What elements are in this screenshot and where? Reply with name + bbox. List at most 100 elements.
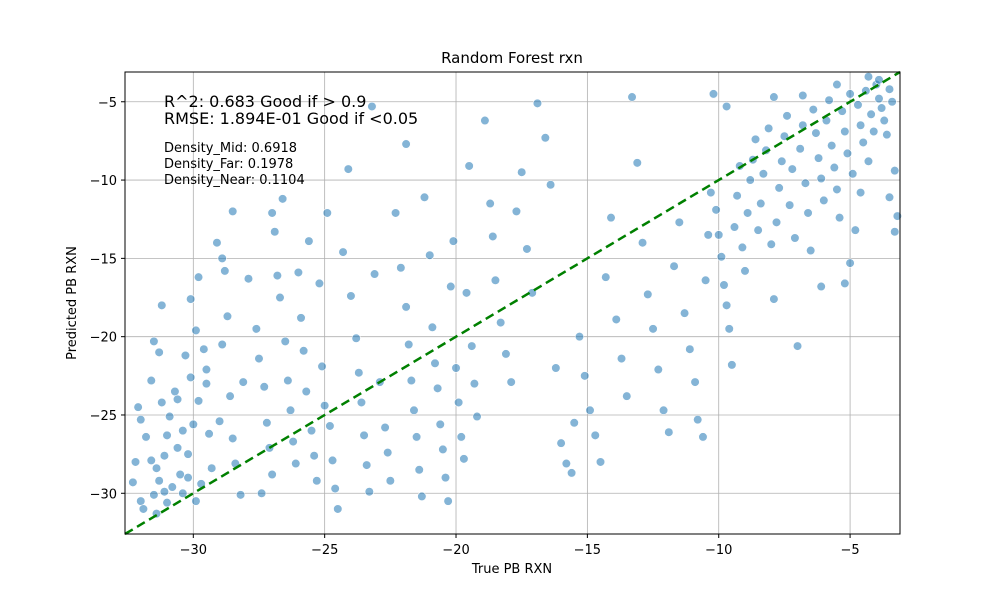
data-point	[545, 180, 556, 190]
data-point	[299, 346, 309, 356]
data-point	[461, 288, 472, 298]
data-point	[217, 253, 227, 263]
data-point	[220, 266, 230, 276]
data-point	[406, 375, 416, 386]
data-point	[884, 84, 895, 94]
data-point	[832, 79, 842, 90]
data-point	[356, 397, 367, 408]
data-point	[243, 274, 254, 284]
data-point	[459, 454, 469, 464]
data-point	[750, 134, 761, 144]
data-point	[863, 72, 874, 82]
data-point	[157, 300, 167, 310]
data-point	[845, 89, 855, 99]
data-point	[698, 432, 708, 442]
grid-lines	[125, 72, 900, 534]
data-point	[157, 397, 167, 408]
data-point	[496, 317, 506, 328]
data-point	[136, 415, 146, 425]
data-point	[201, 379, 212, 389]
data-point	[685, 344, 695, 354]
data-point	[433, 383, 443, 393]
data-point	[790, 233, 800, 243]
data-point	[756, 198, 766, 209]
data-point	[317, 361, 327, 372]
data-point	[882, 130, 892, 140]
data-point	[848, 169, 858, 179]
data-point	[884, 192, 895, 202]
data-point	[729, 222, 740, 232]
data-point	[782, 111, 792, 121]
data-point	[467, 341, 477, 351]
data-point	[183, 449, 193, 459]
data-point	[706, 187, 716, 198]
data-point	[162, 498, 172, 508]
data-point	[312, 476, 322, 486]
data-point	[869, 126, 879, 137]
data-point	[845, 258, 855, 268]
data-point	[551, 363, 561, 373]
data-point	[485, 198, 495, 209]
data-point	[816, 173, 826, 184]
data-point	[469, 379, 480, 389]
data-point	[842, 148, 853, 159]
data-point	[877, 103, 887, 113]
data-point	[214, 416, 225, 426]
data-point	[819, 195, 829, 206]
data-point	[149, 490, 159, 500]
data-point	[172, 394, 183, 404]
data-point	[186, 372, 196, 382]
x-tick-label: −25	[311, 543, 338, 558]
x-axis-ticks: −30 −25 −20 −15 −10 −5	[180, 534, 860, 558]
data-point	[840, 126, 850, 137]
data-point	[764, 123, 774, 133]
data-point	[616, 353, 627, 364]
data-point	[824, 95, 834, 105]
data-point	[540, 133, 550, 143]
data-point	[154, 476, 164, 486]
data-point	[257, 488, 267, 498]
data-point	[743, 208, 753, 218]
data-point	[795, 144, 805, 154]
data-point	[879, 115, 889, 126]
data-point	[827, 141, 837, 151]
data-point	[314, 278, 325, 289]
data-point	[183, 473, 193, 483]
density-mid-annotation: Density_Mid: 0.6918	[164, 141, 297, 156]
x-tick-label: −30	[180, 543, 207, 558]
data-point	[771, 217, 782, 227]
data-point	[359, 430, 369, 440]
data-point	[383, 447, 393, 458]
density-near-annotation: Density_Near: 0.1104	[164, 173, 305, 188]
data-point	[149, 336, 159, 346]
data-point	[396, 263, 406, 273]
data-point	[517, 167, 527, 177]
scatter-points	[128, 72, 902, 519]
data-point	[595, 457, 606, 467]
data-point	[567, 468, 577, 478]
data-point	[325, 421, 335, 431]
data-point	[225, 391, 235, 401]
y-tick-label: −25	[90, 409, 117, 424]
data-point	[165, 411, 175, 422]
data-point	[280, 336, 290, 346]
data-point	[362, 460, 372, 470]
data-point	[446, 281, 456, 292]
y-tick-label: −5	[98, 96, 117, 111]
data-point	[488, 231, 498, 242]
data-point	[506, 377, 516, 387]
data-point	[412, 432, 422, 442]
data-point	[774, 183, 784, 193]
y-tick-label: −15	[90, 252, 117, 267]
data-point	[193, 272, 204, 282]
data-point	[427, 322, 437, 332]
data-point	[637, 238, 648, 248]
data-point	[606, 213, 616, 223]
data-point	[464, 161, 474, 171]
data-point	[722, 300, 732, 310]
data-point	[690, 377, 700, 387]
data-point	[834, 213, 845, 223]
data-point	[808, 104, 818, 115]
data-point	[811, 128, 821, 138]
